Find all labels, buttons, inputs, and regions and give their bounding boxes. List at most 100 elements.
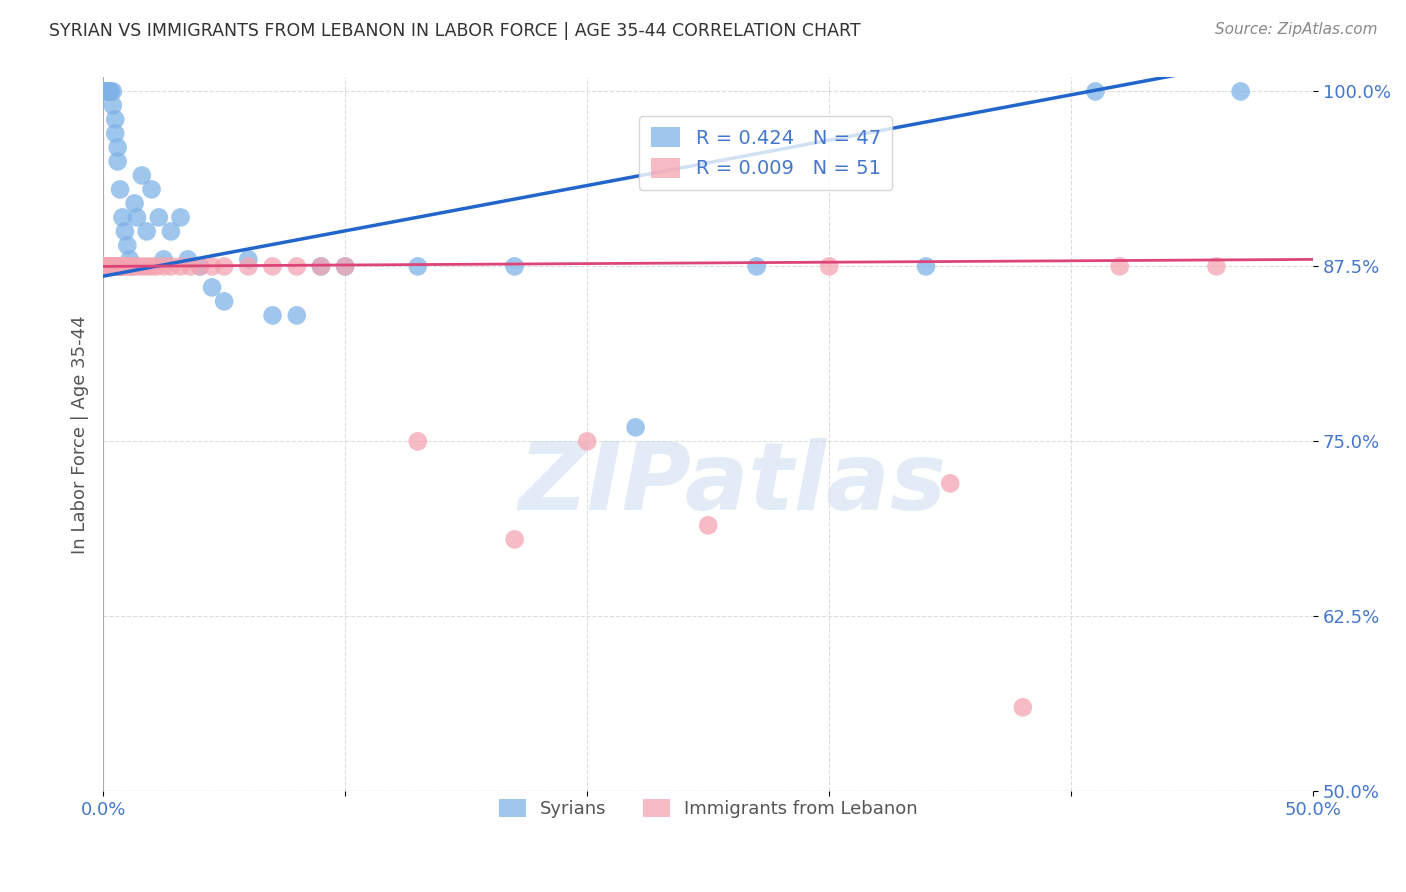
Point (114, 260, 136, 274)
Text: SYRIAN VS IMMIGRANTS FROM LEBANON IN LABOR FORCE | AGE 35-44 CORRELATION CHART: SYRIAN VS IMMIGRANTS FROM LEBANON IN LAB… (49, 22, 860, 40)
Point (624, 420, 647, 434)
Point (406, 434, 429, 449)
Point (152, 260, 174, 274)
Point (238, 260, 260, 274)
Point (94, 260, 117, 274)
Point (104, 260, 127, 274)
Point (117, 238, 139, 252)
Point (125, 211, 148, 225)
Point (121, 260, 143, 274)
Point (107, 260, 129, 274)
Point (503, 260, 526, 274)
Point (145, 260, 167, 274)
Point (309, 260, 332, 274)
Point (107, 260, 129, 274)
Point (114, 224, 136, 238)
Point (108, 260, 131, 274)
Point (100, 85, 122, 99)
Point (107, 140, 129, 154)
Point (915, 260, 938, 274)
Text: ZIPatlas: ZIPatlas (519, 438, 946, 531)
Point (188, 260, 211, 274)
Point (104, 260, 127, 274)
Point (97, 260, 120, 274)
Point (135, 224, 157, 238)
Point (101, 260, 124, 274)
Point (104, 260, 127, 274)
Point (939, 476, 962, 491)
Point (1205, 260, 1227, 274)
Point (818, 260, 841, 274)
Point (333, 260, 356, 274)
Point (101, 98, 124, 112)
Point (262, 309, 284, 323)
Point (100, 260, 122, 274)
Point (141, 182, 163, 196)
Point (97, 260, 120, 274)
Point (1084, 85, 1107, 99)
Point (576, 434, 599, 449)
Point (503, 533, 526, 547)
Point (121, 260, 143, 274)
Point (160, 260, 183, 274)
Point (94, 260, 117, 274)
Point (108, 182, 131, 196)
Point (141, 260, 163, 274)
Point (201, 280, 224, 294)
Point (745, 260, 768, 274)
Point (201, 260, 224, 274)
Point (101, 260, 124, 274)
Y-axis label: In Labor Force | Age 35-44: In Labor Force | Age 35-44 (72, 315, 89, 554)
Point (169, 211, 191, 225)
Point (309, 260, 332, 274)
Point (131, 169, 153, 183)
Point (238, 252, 260, 267)
Point (125, 260, 148, 274)
Point (107, 154, 129, 169)
Point (104, 260, 127, 274)
Point (107, 260, 129, 274)
Point (212, 260, 235, 274)
Point (285, 309, 308, 323)
Text: Source: ZipAtlas.com: Source: ZipAtlas.com (1215, 22, 1378, 37)
Point (177, 252, 200, 267)
Point (91, 260, 114, 274)
Point (111, 211, 134, 225)
Point (117, 260, 139, 274)
Point (100, 85, 122, 99)
Point (118, 260, 141, 274)
Point (333, 260, 356, 274)
Point (104, 112, 127, 127)
Point (108, 260, 131, 274)
Point (148, 211, 170, 225)
Point (1229, 85, 1251, 99)
Point (100, 260, 122, 274)
Point (91, 260, 114, 274)
Point (1108, 260, 1130, 274)
Point (188, 260, 211, 274)
Legend: Syrians, Immigrants from Lebanon: Syrians, Immigrants from Lebanon (491, 791, 925, 825)
Point (131, 260, 153, 274)
Point (94, 85, 117, 99)
Point (111, 260, 134, 274)
Point (108, 260, 131, 274)
Point (262, 260, 284, 274)
Point (169, 260, 191, 274)
Point (104, 127, 127, 141)
Point (101, 260, 124, 274)
Point (406, 260, 429, 274)
Point (135, 260, 157, 274)
Point (152, 252, 174, 267)
Point (124, 196, 146, 211)
Point (97, 85, 120, 99)
Point (212, 294, 235, 309)
Point (100, 260, 122, 274)
Point (97, 85, 120, 99)
Point (118, 252, 141, 267)
Point (94, 85, 117, 99)
Point (100, 260, 122, 274)
Point (1011, 700, 1033, 714)
Point (111, 260, 134, 274)
Point (697, 518, 720, 533)
Point (179, 260, 201, 274)
